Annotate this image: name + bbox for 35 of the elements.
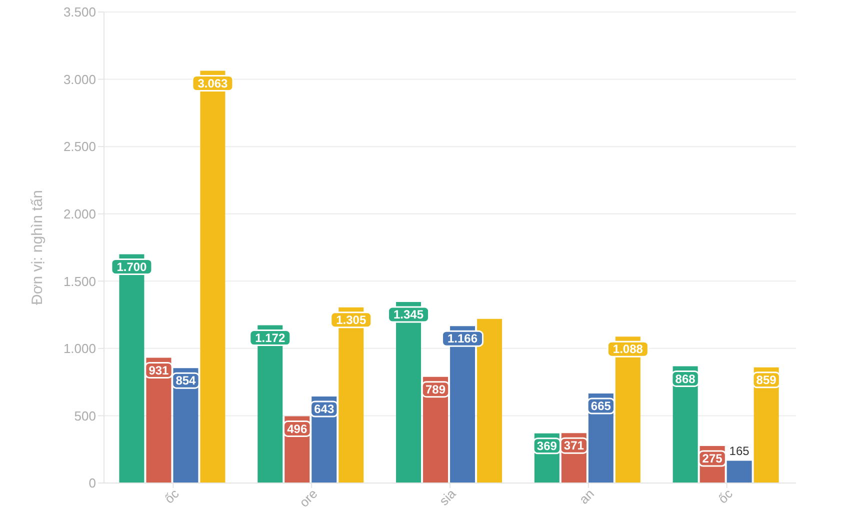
y-tick-label: 500 (74, 408, 96, 424)
data-label: 1.166 (448, 332, 478, 346)
y-tick-label: 1.500 (63, 274, 96, 289)
y-tick-label: 2.000 (63, 206, 96, 222)
y-tick-label: 3.000 (63, 72, 96, 87)
x-tick-label: ốc (162, 486, 182, 506)
data-label: 496 (287, 422, 308, 436)
data-label: 275 (702, 452, 723, 466)
data-label: 854 (176, 374, 196, 388)
data-label: 868 (675, 372, 696, 386)
y-tick-label: 1.000 (63, 341, 96, 356)
y-axis-title: Đơn vị: nghìn tấn (28, 190, 46, 305)
x-tick-label: ốc (715, 486, 736, 506)
bar (477, 318, 502, 483)
data-label: 931 (148, 363, 170, 378)
y-tick-label: 2.500 (63, 139, 96, 154)
y-tick-label: 3.500 (63, 4, 96, 20)
data-label: 1.088 (612, 342, 644, 356)
data-label: 1.305 (336, 312, 366, 327)
data-label: 1.345 (394, 308, 424, 322)
data-label: 371 (564, 438, 584, 453)
x-tick-label: an (576, 486, 598, 507)
x-tick-label: ore (296, 486, 320, 510)
data-label: 643 (314, 402, 334, 416)
data-label: 165 (729, 444, 750, 458)
data-label: 1.700 (116, 260, 148, 274)
x-tick-label: sia (436, 486, 460, 508)
bar (726, 460, 752, 483)
data-label: 789 (426, 382, 446, 396)
data-label: 665 (590, 399, 612, 414)
y-tick-label: 0 (88, 476, 96, 491)
data-label: 3.063 (198, 76, 228, 90)
data-label: 1.172 (255, 330, 286, 345)
data-label: 369 (536, 438, 558, 453)
data-label: 859 (756, 373, 777, 388)
